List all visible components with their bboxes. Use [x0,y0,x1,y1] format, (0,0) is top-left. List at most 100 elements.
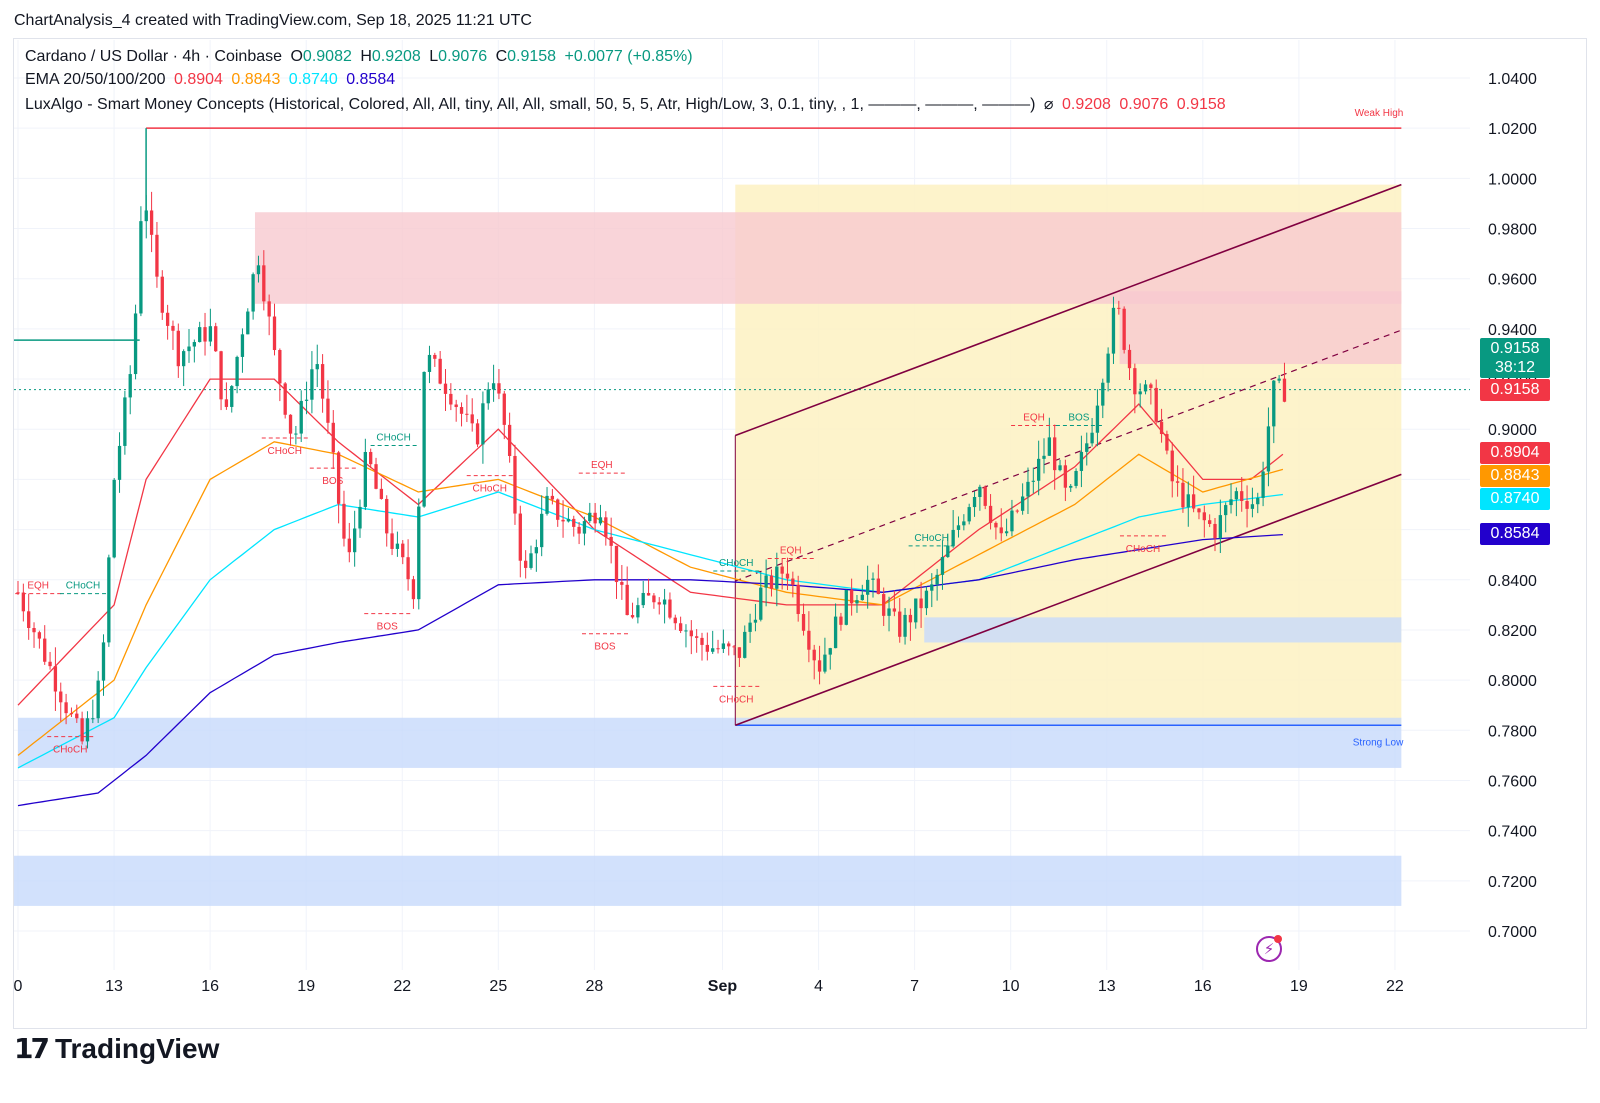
candle-body [203,327,207,342]
legend-close-label: C [495,48,508,65]
candle-body [128,374,132,398]
candle-body [727,643,731,647]
candle-body [540,513,544,548]
candle-body [1277,378,1281,381]
candle-body [785,573,790,579]
candle-body [898,611,902,637]
candle-body [507,424,512,456]
ema200-line [17,533,1283,807]
candle-body [144,210,148,222]
candle-body [1208,520,1212,524]
candle-body [69,713,74,715]
candle-body [919,598,923,609]
candle-body [1069,485,1073,488]
candle-body [395,543,400,549]
legend-ema100: 0.8740 [288,71,338,88]
candle-body [705,644,710,652]
close-line-tag: 0.9158 [1480,379,1550,401]
candle-body [1224,505,1228,516]
candle-body [491,383,496,390]
candle-body [882,594,886,616]
marker-bos: BOS [377,622,398,633]
zone-1 [1119,291,1402,365]
candle-body [513,455,517,514]
candle-body [604,517,608,537]
candle-body [743,631,747,658]
candle-body [406,557,410,580]
ema50-line [17,441,1284,756]
candle-body [860,594,864,601]
candle-body [956,525,961,530]
candle-body [988,505,993,523]
legend-ema50: 0.8843 [231,71,281,88]
candle-body [951,529,955,546]
legend-ema200: 0.8584 [346,71,396,88]
candle-body [465,413,469,415]
candle-body [1042,455,1046,459]
candle-body [1240,491,1244,502]
legend-ema-label[interactable]: EMA 20/50/100/200 [25,71,166,88]
candle-body [1197,508,1201,513]
candle-body [759,587,763,620]
candle-body [924,590,929,609]
candle-body [1234,491,1239,500]
candle-body [385,498,389,534]
candle-body [16,592,20,594]
candle-body [775,566,779,589]
candle-body [577,526,581,534]
candle-body [1202,512,1206,521]
marker-eqh: EQH [1023,412,1045,423]
candle-body [123,397,127,446]
candle-body [401,543,405,558]
candle-body [1272,380,1276,427]
legend-luxalgo[interactable]: LuxAlgo - Smart Money Concepts (Historic… [25,96,1036,113]
x-tick-label: 13 [1098,978,1116,995]
legend-open-label: O [290,48,303,65]
legend-close: 0.9158 [507,48,557,65]
candle-body [112,479,116,558]
candle-body [523,560,528,568]
x-tick-label: 16 [201,978,219,995]
candle-body [37,632,42,639]
x-tick-label: 19 [297,978,315,995]
candle-body [486,389,490,404]
y-tick-label: 0.8200 [1488,623,1537,640]
candle-body [711,648,715,652]
legend-high: 0.9208 [371,48,421,65]
candle-body [449,393,453,405]
candle-body [278,350,282,384]
zone-3 [924,617,1402,643]
candle-body [791,578,795,585]
candle-body [283,383,287,415]
candle-body [866,579,870,595]
candle-body [133,313,138,375]
candle-body [433,354,437,359]
candle-body [27,611,31,629]
candle-body [983,486,987,506]
candle-body [1154,387,1158,422]
candle-body [694,636,699,638]
candle-body [662,599,667,605]
legend-lux-symbol: ⌀ [1043,96,1054,113]
legend-symbol[interactable]: Cardano / US Dollar · 4h · Coinbase [25,48,283,65]
y-tick-label: 0.9600 [1488,272,1537,289]
candle-body [1245,501,1249,509]
marker-choch: CHoCH [914,533,948,544]
candle-body [160,276,164,313]
alert-bolt-icon[interactable]: ⚡ [1256,936,1282,962]
legend-lux-value-2: 0.9076 [1119,96,1169,113]
tradingview-logo[interactable]: 17 TradingView [14,1032,219,1065]
candle-body [1159,421,1164,435]
candle-body [1250,504,1255,509]
candle-body [796,584,800,615]
candle-body [64,702,68,714]
channel-lower [735,473,1402,727]
candle-body [363,451,368,507]
candles [16,191,1287,749]
legend-low-label: L [429,48,439,65]
candle-body [620,582,624,585]
legend-lux-value-1: 0.9208 [1061,96,1111,113]
candle-body [1149,384,1153,388]
legend-open: 0.9082 [302,48,352,65]
